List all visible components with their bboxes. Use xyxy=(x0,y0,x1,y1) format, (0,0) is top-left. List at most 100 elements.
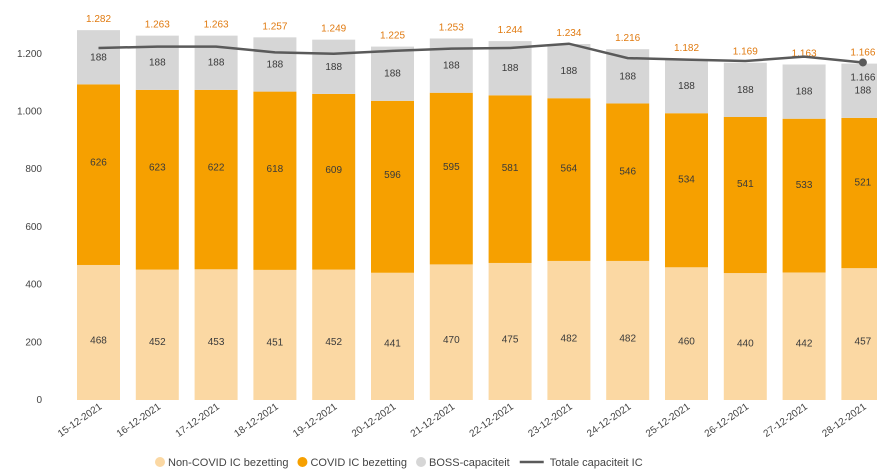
segment-value-label: 468 xyxy=(90,335,107,346)
segment-value-label: 581 xyxy=(502,163,519,174)
segment-value-label: 188 xyxy=(208,58,225,69)
y-tick-label: 1.200 xyxy=(17,49,42,60)
bar-segment xyxy=(547,43,591,99)
bar-segment xyxy=(371,46,414,101)
bar-segment xyxy=(312,269,356,400)
legend-marker xyxy=(297,457,308,467)
y-tick-label: 1.000 xyxy=(17,107,42,118)
segment-value-label: 188 xyxy=(384,69,401,80)
bar-segment xyxy=(665,267,708,400)
segment-value-label: 451 xyxy=(267,337,284,348)
total-value-label: 1.263 xyxy=(145,20,170,31)
segment-value-label: 441 xyxy=(384,339,401,350)
bar-segment xyxy=(253,91,297,270)
legend-label: BOSS-capaciteit xyxy=(429,457,510,469)
segment-value-label: 564 xyxy=(561,163,578,174)
segment-value-label: 440 xyxy=(737,339,754,350)
segment-value-label: 188 xyxy=(678,81,695,92)
segment-value-label: 482 xyxy=(561,334,578,345)
bar-segment xyxy=(841,268,877,400)
total-value-label: 1.163 xyxy=(792,48,817,59)
segment-value-label: 623 xyxy=(149,163,166,174)
segment-value-label: 595 xyxy=(443,162,460,173)
legend-marker xyxy=(416,457,427,467)
y-tick-label: 200 xyxy=(25,337,42,348)
total-value-label: 1.182 xyxy=(674,43,699,54)
total-value-label: 1.249 xyxy=(321,24,346,35)
x-tick-label: 21-12-2021 xyxy=(409,401,458,440)
segment-value-label: 188 xyxy=(502,63,519,74)
segment-value-label: 188 xyxy=(149,58,166,69)
segment-value-label: 188 xyxy=(619,71,636,82)
segment-value-label: 596 xyxy=(384,170,401,181)
y-axis: 0 200 400 600 800 1.000 1.200 xyxy=(17,49,42,406)
bar-segment xyxy=(135,35,179,90)
bar-segment xyxy=(841,63,877,118)
bar-segment xyxy=(841,117,877,269)
bar-segment xyxy=(77,84,120,265)
bar-segment xyxy=(312,39,356,94)
bar-segment xyxy=(488,95,532,263)
capacity-point-marker xyxy=(858,58,867,67)
bar-segment xyxy=(723,273,767,400)
bar-segment xyxy=(606,103,650,261)
segment-value-label: 546 xyxy=(619,166,636,177)
bar-segment xyxy=(782,272,826,400)
y-tick-label: 600 xyxy=(25,222,42,233)
legend-marker xyxy=(155,457,165,467)
bar-segment xyxy=(488,262,532,400)
bar-segment xyxy=(135,269,179,400)
segment-value-label: 541 xyxy=(737,179,754,190)
x-tick-label: 23-12-2021 xyxy=(526,401,575,440)
segment-value-label: 453 xyxy=(208,337,225,348)
total-labels: 1.282 1.263 1.263 1.257 1.249 1.225 1.253 1.244… xyxy=(86,14,876,59)
segment-value-label: 452 xyxy=(325,337,342,348)
bar-segment xyxy=(194,35,238,90)
total-value-label: 1.244 xyxy=(498,25,523,36)
x-tick-label: 24-12-2021 xyxy=(585,401,634,440)
bar-segment xyxy=(547,260,591,400)
capacity-line: 1.166 xyxy=(98,42,876,83)
total-value-label: 1.234 xyxy=(556,28,581,39)
segment-value-label: 475 xyxy=(502,334,519,345)
y-tick-label: 0 xyxy=(36,395,42,406)
total-value-label: 1.225 xyxy=(380,31,405,42)
segment-value-label: 470 xyxy=(443,335,460,346)
bar-segment xyxy=(429,92,473,265)
x-tick-label: 27-12-2021 xyxy=(762,401,811,440)
bar-segment xyxy=(312,93,356,270)
bar-segment xyxy=(606,260,650,400)
segment-value-label: 188 xyxy=(561,66,578,77)
bar-segment xyxy=(371,272,414,400)
x-tick-label: 15-12-2021 xyxy=(56,401,105,440)
legend-label: COVID IC bezetting xyxy=(310,457,407,469)
segment-value-label: 622 xyxy=(208,163,225,174)
bar-segment xyxy=(723,116,767,274)
segment-value-label: 482 xyxy=(619,334,636,345)
bar-segment xyxy=(665,113,708,268)
bar-segment xyxy=(782,118,826,273)
bar-segment xyxy=(253,37,297,92)
capacity-line-path xyxy=(98,42,864,64)
total-value-label: 1.169 xyxy=(733,47,758,58)
bar-segment xyxy=(77,264,120,400)
bar-segment xyxy=(665,58,708,114)
total-value-label: 1.216 xyxy=(615,33,640,44)
segment-value-label: 188 xyxy=(267,59,284,70)
segment-value-label: 188 xyxy=(90,52,107,63)
x-tick-label: 18-12-2021 xyxy=(232,401,281,440)
total-value-label: 1.253 xyxy=(439,23,464,34)
segment-labels: 468 626 188 452 623 188 453 622 188 451 618 188 452 6… xyxy=(90,52,872,349)
bar-segment xyxy=(488,41,532,96)
total-value-label: 1.257 xyxy=(262,21,287,32)
bar-segment xyxy=(135,89,179,270)
segment-value-label: 452 xyxy=(149,337,166,348)
segment-value-label: 521 xyxy=(855,177,872,188)
segment-value-label: 457 xyxy=(855,337,872,348)
bar-segment xyxy=(371,100,414,273)
segment-value-label: 188 xyxy=(796,87,813,98)
capacity-value-label: 1.166 xyxy=(850,72,875,83)
bar-segment xyxy=(194,269,238,400)
segment-value-label: 188 xyxy=(443,61,460,72)
